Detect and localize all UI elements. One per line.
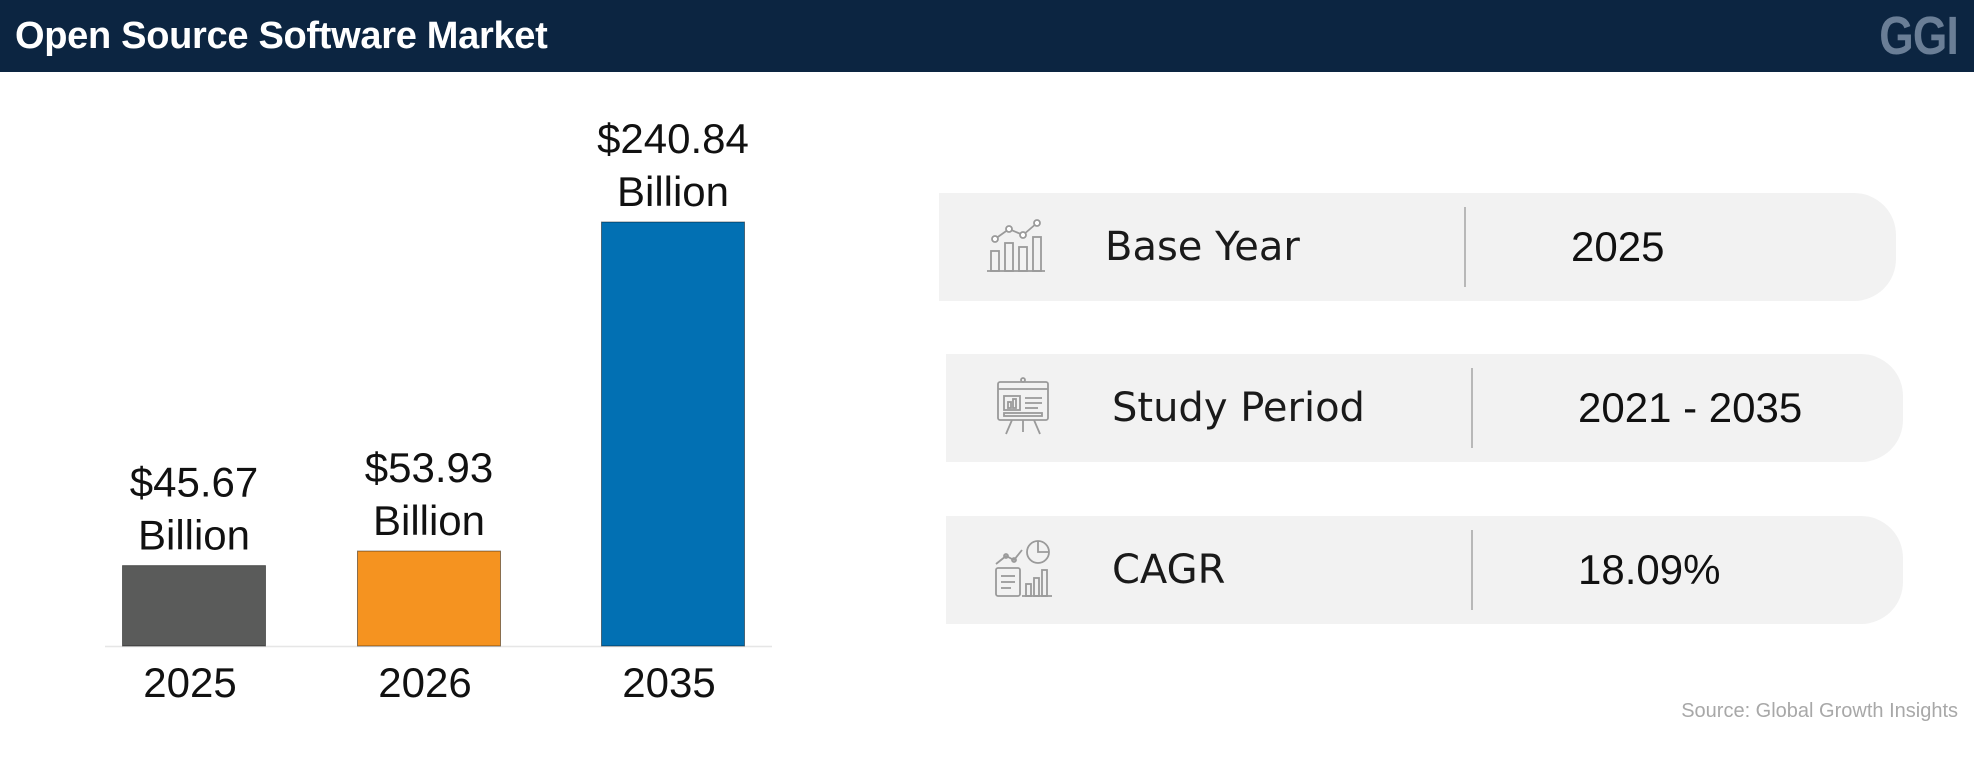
- x-tick-label: 2035: [622, 659, 715, 706]
- divider: [1464, 207, 1466, 287]
- analytics-chart-icon: [987, 219, 1045, 272]
- data-label-value: $45.67: [130, 459, 258, 506]
- data-label-unit: Billion: [617, 168, 729, 215]
- bar-chart: $45.67 Billion 2025 $53.93 Billion 2026 $240.8…: [105, 115, 772, 706]
- data-label-unit: Billion: [138, 512, 250, 559]
- x-tick-label: 2025: [143, 659, 236, 706]
- study-period-label: Study Period: [1112, 385, 1365, 431]
- base-year-label: Base Year: [1105, 224, 1300, 270]
- cagr-label: CAGR: [1112, 547, 1226, 593]
- brand-logo: GGI: [1879, 6, 1959, 66]
- source-note: Source: Global Growth Insights: [1681, 700, 1958, 722]
- divider: [1471, 368, 1473, 448]
- data-label-unit: Billion: [373, 497, 485, 544]
- study-period-value: 2021 - 2035: [1578, 384, 1803, 431]
- bar-2035: [601, 221, 745, 647]
- bar-2025: [122, 565, 266, 647]
- data-label-value: $240.84: [597, 115, 749, 162]
- stat-panel-study-period: Study Period 2021 - 2035: [946, 354, 1903, 462]
- bar-2026: [357, 550, 501, 647]
- header-bar: Open Source Software Market GGI: [0, 0, 1974, 72]
- base-year-value: 2025: [1571, 223, 1665, 270]
- presentation-board-icon: [997, 377, 1049, 435]
- cagr-value: 18.09%: [1578, 546, 1721, 593]
- data-label-value: $53.93: [365, 444, 493, 491]
- x-tick-label: 2026: [378, 659, 471, 706]
- page-title: Open Source Software Market: [15, 15, 548, 57]
- stat-panel-cagr: CAGR 18.09%: [946, 516, 1903, 624]
- divider: [1471, 530, 1473, 610]
- growth-report-icon: [995, 540, 1052, 597]
- stat-panel-base-year: Base Year 2025: [939, 193, 1896, 301]
